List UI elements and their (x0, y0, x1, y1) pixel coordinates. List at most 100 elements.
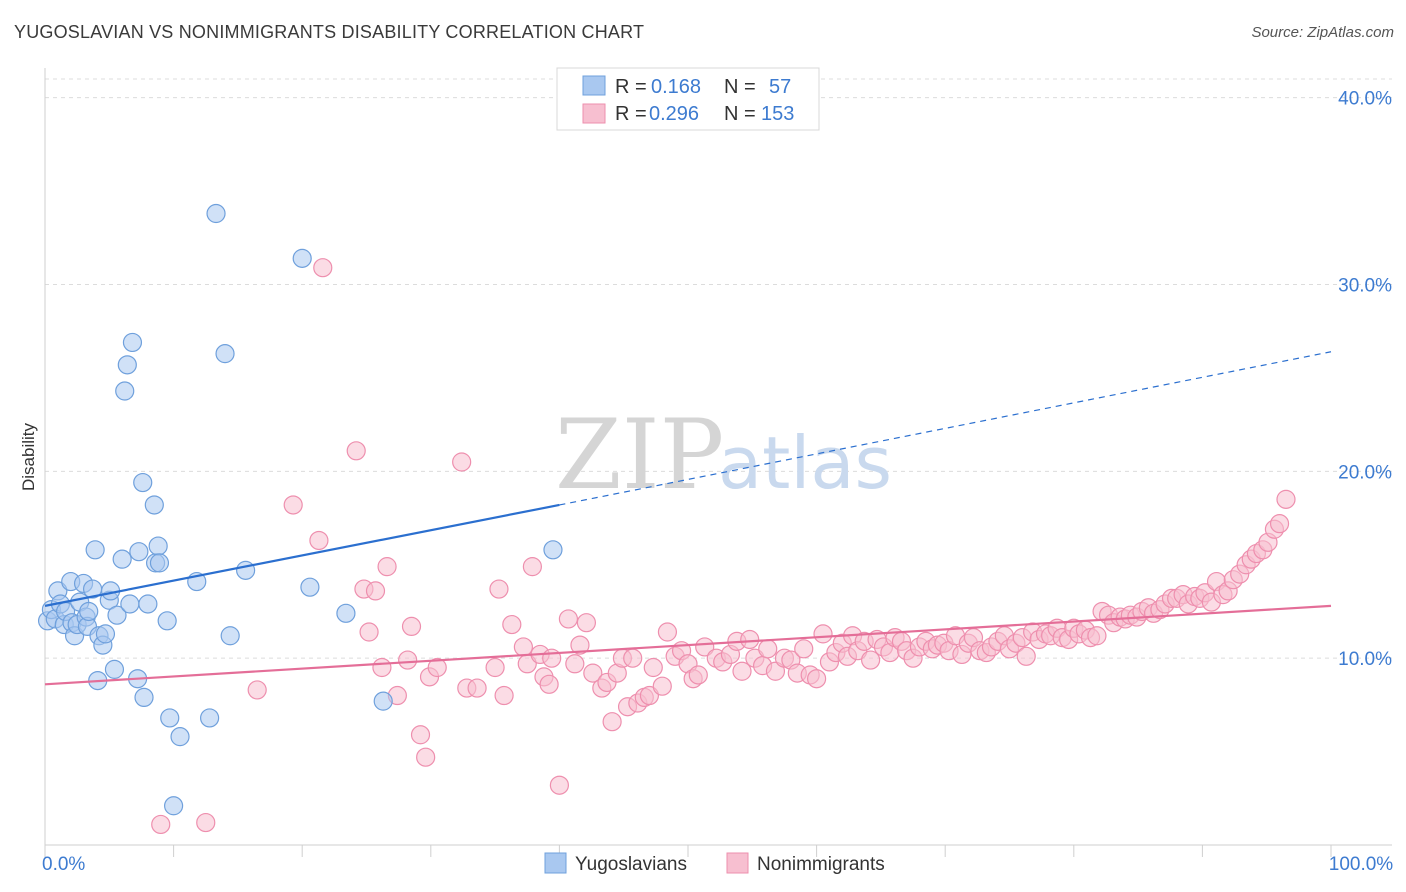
data-point (489, 579, 509, 599)
watermark-atlas: atlas (718, 421, 892, 505)
legend-swatch-nonimmigrants (582, 103, 606, 124)
bottom-legend-swatch-yugoslavians (544, 852, 567, 874)
data-point (485, 657, 505, 678)
data-point (247, 680, 267, 700)
series-nonimmigrants (151, 258, 1296, 835)
data-point (652, 676, 672, 696)
data-point (300, 577, 320, 597)
data-point (732, 661, 752, 681)
data-point (160, 708, 180, 728)
chart-title: YUGOSLAVIAN VS NONIMMIGRANTS DISABILITY … (14, 22, 645, 42)
data-point (416, 747, 436, 767)
y-tick-label: 40.0% (1338, 89, 1392, 110)
legend-n-label: N = (724, 103, 756, 125)
data-point (1087, 626, 1107, 646)
bottom-legend-label-nonimmigrants: Nonimmigrants (757, 854, 885, 875)
data-point (522, 557, 542, 577)
data-point (346, 441, 366, 461)
y-tick-label: 30.0% (1338, 276, 1392, 297)
data-point (570, 635, 590, 655)
data-point (151, 814, 171, 835)
data-point (377, 557, 397, 577)
bottom-legend-swatch-nonimmigrants (726, 852, 749, 874)
legend-row-nonimmigrants: R = 0.296 N = 153 (582, 103, 794, 125)
data-point (794, 639, 814, 659)
x-tick-label: 100.0% (1329, 854, 1394, 875)
data-point (758, 639, 778, 659)
y-tick-label: 20.0% (1338, 462, 1392, 483)
legend: R = 0.168 N = 57 R = 0.296 N = 153 (556, 67, 820, 131)
data-point (1269, 514, 1290, 534)
data-point (452, 452, 472, 472)
data-point (576, 613, 597, 633)
legend-swatch-yugoslavians (582, 75, 606, 96)
data-point (115, 381, 135, 401)
data-point (236, 560, 256, 580)
data-point (372, 657, 392, 678)
data-point (134, 687, 154, 708)
data-point (313, 258, 333, 278)
data-point (623, 648, 643, 668)
series-yugoslavians (37, 203, 563, 816)
data-point (861, 650, 881, 670)
data-point (107, 605, 127, 625)
data-point (283, 495, 303, 515)
data-point (164, 796, 184, 816)
legend-row-yugoslavians: R = 0.168 N = 57 (582, 75, 791, 98)
trend-lines (44, 351, 1332, 686)
y-tick-label: 10.0% (1338, 649, 1392, 670)
data-point (120, 594, 140, 614)
data-point (427, 657, 447, 678)
data-point (85, 540, 105, 560)
data-point (657, 622, 678, 642)
watermark: ZIP atlas (555, 399, 892, 511)
data-point (602, 712, 622, 732)
data-point (565, 654, 585, 674)
source-label[interactable]: Source: ZipAtlas.com (1251, 24, 1394, 41)
data-point (695, 637, 715, 657)
data-point (494, 685, 514, 706)
data-point (410, 725, 431, 745)
data-point (740, 629, 760, 650)
data-point (543, 540, 563, 560)
data-point (157, 611, 177, 631)
data-point (401, 616, 422, 637)
data-point (688, 665, 708, 685)
data-point (148, 536, 168, 556)
data-point (133, 472, 153, 493)
legend-n-label: N = (724, 76, 756, 98)
data-point (79, 601, 99, 622)
data-point (813, 624, 833, 644)
data-point (558, 609, 579, 629)
data-point (639, 685, 660, 706)
data-point (117, 355, 137, 375)
legend-n-value: 57 (769, 76, 791, 98)
data-point (200, 708, 220, 728)
data-point (122, 332, 143, 353)
data-point (144, 495, 164, 515)
legend-r-value: 0.168 (651, 76, 701, 98)
bottom-legend: Yugoslavians Nonimmigrants (544, 852, 885, 875)
data-point (104, 659, 125, 679)
data-point (309, 530, 329, 551)
data-point (539, 674, 559, 694)
data-point (170, 727, 190, 747)
watermark-zip: ZIP (555, 399, 724, 511)
data-points (37, 203, 1296, 835)
trend-line-nonimmigrants (44, 604, 1332, 686)
data-point (1276, 489, 1296, 509)
legend-n-value: 153 (761, 103, 794, 125)
data-point (292, 248, 312, 268)
x-tick-labels: 0.0% 100.0% (42, 854, 1393, 875)
y-tick-labels: 10.0% 20.0% 30.0% 40.0% (1338, 89, 1392, 670)
data-point (806, 669, 827, 689)
data-point (542, 648, 562, 668)
data-point (206, 203, 226, 224)
legend-r-value: 0.296 (649, 103, 699, 125)
data-point (112, 549, 132, 569)
trend-line-yugoslavians (44, 503, 560, 607)
data-point (149, 553, 170, 573)
data-point (583, 663, 603, 683)
bottom-legend-label-yugoslavians: Yugoslavians (575, 854, 687, 875)
